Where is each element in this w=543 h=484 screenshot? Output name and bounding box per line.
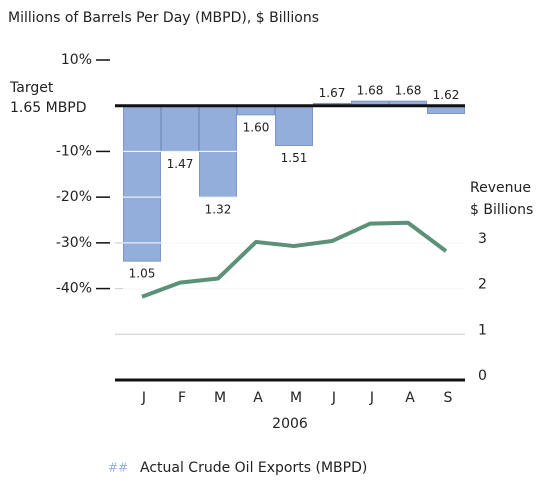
y-tick-label: -30% [56,235,92,251]
x-tick-label: A [405,390,415,406]
data-label: 1.32 [205,203,232,217]
data-label: 1.62 [433,88,460,102]
target-label: Target [9,80,54,96]
data-label: 1.47 [167,157,194,171]
x-label: 2006 [272,416,308,432]
legend-label: Actual Crude Oil Exports (MBPD) [140,460,367,476]
x-tick-label: J [141,390,146,406]
legend: ## Actual Crude Oil Exports (MBPD) [108,460,367,476]
x-tick-label: S [444,390,453,406]
x-tick-label: A [253,390,263,406]
y2-tick-label: 1 [478,322,487,338]
y-tick-label: 10% [61,52,92,68]
y-tick-label: -20% [56,189,92,205]
x-tick-label: F [178,390,186,406]
y-tick-label: -10% [56,143,92,159]
data-label: 1.60 [243,120,270,134]
data-label: 1.05 [129,267,156,281]
y2-label: $ Billions [470,202,533,218]
bar [161,105,199,152]
x-tick-label: J [331,390,336,406]
y2-tick-label: 0 [478,368,487,384]
target-label: 1.65 MBPD [10,100,87,116]
revenue-line [141,220,448,299]
x-tick-label: M [214,390,226,406]
legend-swatch: ## [108,461,128,475]
x-tick-label: J [369,390,374,406]
chart-title: Millions of Barrels Per Day (MBPD), $ Bi… [8,10,319,26]
x-tick-label: M [290,390,302,406]
y2-tick-label: 2 [478,277,487,293]
bar [123,105,161,262]
bar [275,105,313,146]
data-label: 1.68 [357,84,384,98]
y2-tick-label: 3 [478,231,487,247]
data-label: 1.51 [281,151,308,165]
data-label: 1.67 [319,86,346,100]
data-label: 1.68 [395,84,422,98]
y2-label: Revenue [470,180,531,196]
y-tick-label: -40% [56,281,92,297]
